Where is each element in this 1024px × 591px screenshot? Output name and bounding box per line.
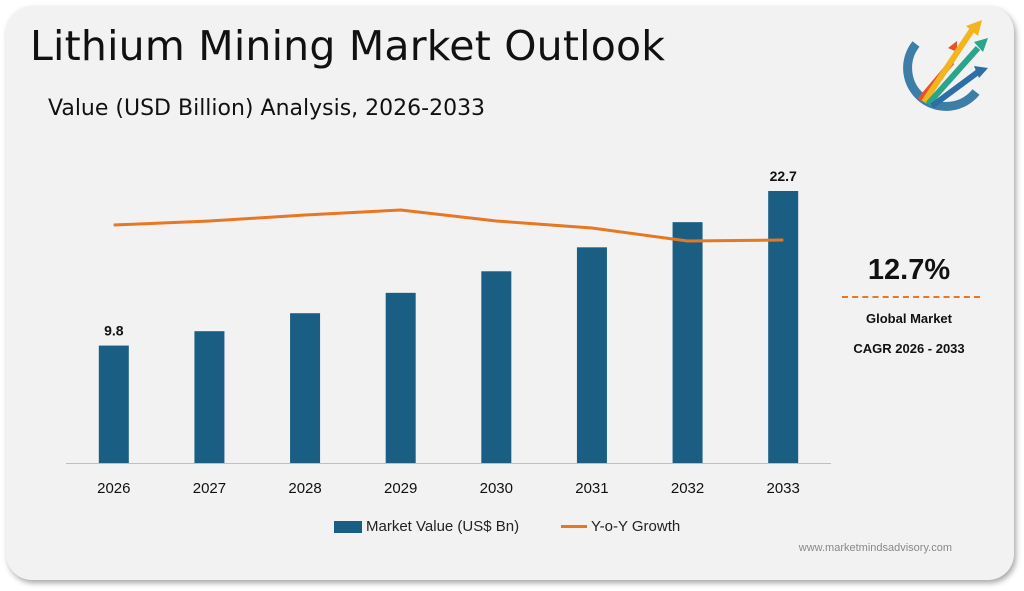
cagr-value: 12.7% (867, 254, 951, 286)
yoy-point-2026 (113, 224, 115, 226)
legend-bar-swatch (334, 520, 362, 533)
bar-2030 (481, 271, 512, 463)
brand-logo-icon (903, 20, 988, 111)
legend-item-yoy-growth: Y-o-Y Growth (561, 518, 680, 535)
bar-2033 (768, 191, 799, 463)
legend-bar-label: Market Value (US$ Bn) (366, 518, 520, 535)
cagr-label-line1: Global Market (866, 311, 952, 326)
legend-line-swatch (561, 525, 587, 528)
x-tick-label-2032: 2032 (671, 480, 704, 497)
yoy-point-2029 (400, 209, 402, 211)
legend-item-market-value: Market Value (US$ Bn) (334, 518, 519, 535)
yoy-point-2030 (495, 220, 497, 222)
bar-2027 (194, 331, 225, 463)
website-url: www.marketmindsadvisory.com (798, 542, 952, 554)
x-tick-label-2027: 2027 (193, 480, 226, 497)
bar-2031 (576, 247, 607, 463)
x-tick-label-2028: 2028 (288, 480, 321, 497)
yoy-growth-line (113, 208, 784, 243)
data-label-2033: 22.7 (770, 168, 797, 184)
yoy-point-2033 (782, 239, 784, 241)
cagr-label-line2: CAGR 2026 - 2033 (853, 341, 965, 356)
page-title: Lithium Mining Market Outlook (30, 22, 666, 70)
yoy-point-2031 (591, 227, 593, 229)
bar-2028 (290, 313, 321, 463)
cagr-divider (842, 296, 980, 298)
x-tick-label-2031: 2031 (575, 480, 608, 497)
x-tick-label-2030: 2030 (480, 480, 513, 497)
yoy-point-2032 (687, 240, 689, 242)
page-subtitle: Value (USD Billion) Analysis, 2026-2033 (48, 96, 486, 121)
bar-2026 (98, 345, 129, 463)
x-tick-label-2033: 2033 (767, 480, 800, 497)
x-tick-label-2026: 2026 (97, 480, 130, 497)
market-chart: 9.8 22.7 2026 2027 2028 2029 2030 2031 2032 2033 (66, 168, 831, 497)
chart-legend: Market Value (US$ Bn) Y-o-Y Growth (6, 518, 1014, 540)
x-tick-label-2029: 2029 (384, 480, 417, 497)
yoy-point-2028 (304, 214, 306, 216)
legend-line-label: Y-o-Y Growth (591, 518, 681, 535)
yoy-point-2027 (208, 220, 210, 222)
bar-2032 (672, 222, 703, 463)
bar-2029 (385, 292, 416, 463)
data-label-2026: 9.8 (104, 323, 124, 339)
chart-card: Lithium Mining Market Outlook Value (USD… (6, 6, 1014, 580)
